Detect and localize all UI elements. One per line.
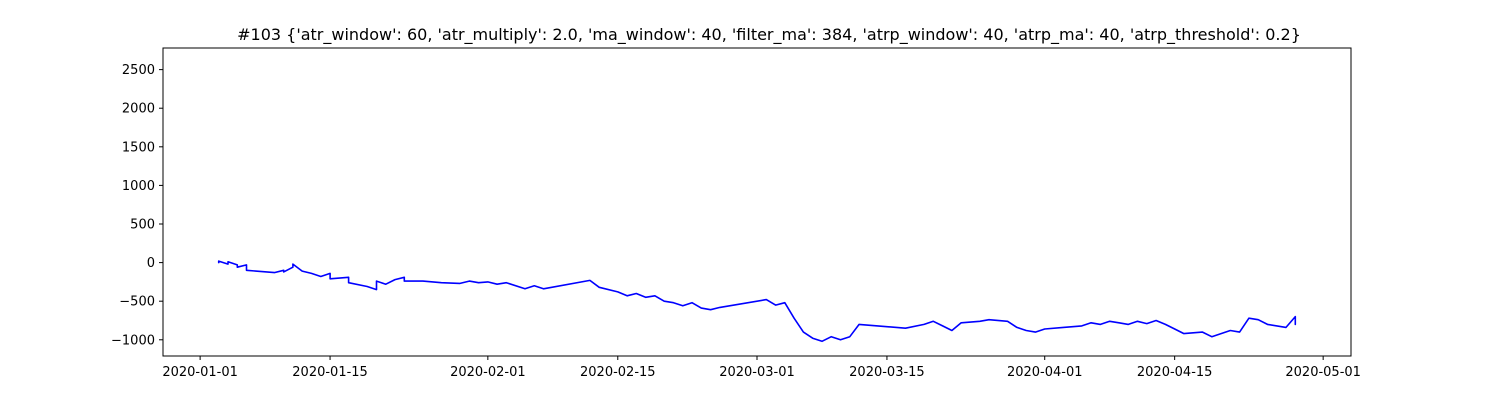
y-tick-label: −500 xyxy=(119,295,155,310)
y-tick-label: 1500 xyxy=(122,140,155,155)
x-tick-label: 2020-02-15 xyxy=(580,365,656,380)
series-line-0 xyxy=(217,260,1297,343)
chart-title: #103 {'atr_window': 60, 'atr_multiply': … xyxy=(237,25,1301,45)
x-tick-label: 2020-01-01 xyxy=(162,365,238,380)
series-layer xyxy=(217,260,1297,343)
x-tick-label: 2020-03-15 xyxy=(849,365,925,380)
y-tick-label: 2500 xyxy=(122,63,155,78)
y-tick-label: 1000 xyxy=(122,179,155,194)
x-tick-label: 2020-02-01 xyxy=(450,365,526,380)
y-tick-label: 0 xyxy=(147,256,155,271)
x-tick-label: 2020-03-01 xyxy=(719,365,795,380)
x-tick-label: 2020-04-15 xyxy=(1137,365,1213,380)
y-tick-label: 2000 xyxy=(122,102,155,117)
plot-area xyxy=(162,47,1352,357)
x-tick-label: 2020-05-01 xyxy=(1285,365,1361,380)
y-axis: −1000 −500 0 500 1000 1500 2000 2500 xyxy=(111,63,163,348)
x-tick-label: 2020-01-15 xyxy=(292,365,368,380)
y-tick-label: 500 xyxy=(130,218,155,233)
x-axis: 2020-01-01 2020-01-15 2020-02-01 2020-02-15… xyxy=(162,356,1361,380)
x-tick-label: 2020-04-01 xyxy=(1007,365,1083,380)
y-tick-label: −1000 xyxy=(111,333,155,348)
